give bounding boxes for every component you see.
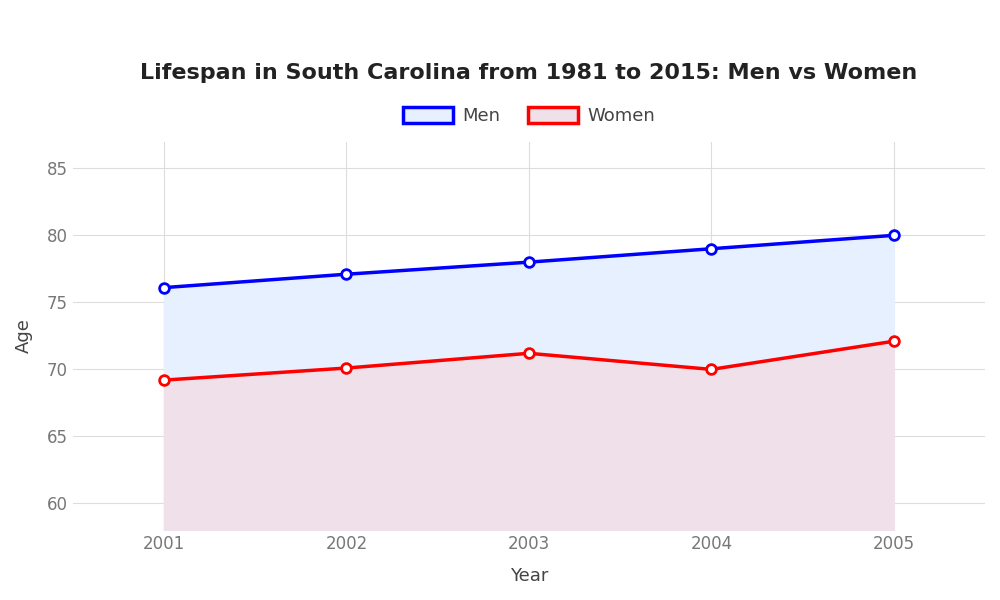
Title: Lifespan in South Carolina from 1981 to 2015: Men vs Women: Lifespan in South Carolina from 1981 to … [140,63,918,83]
Legend: Men, Women: Men, Women [396,100,662,133]
Y-axis label: Age: Age [15,319,33,353]
X-axis label: Year: Year [510,567,548,585]
